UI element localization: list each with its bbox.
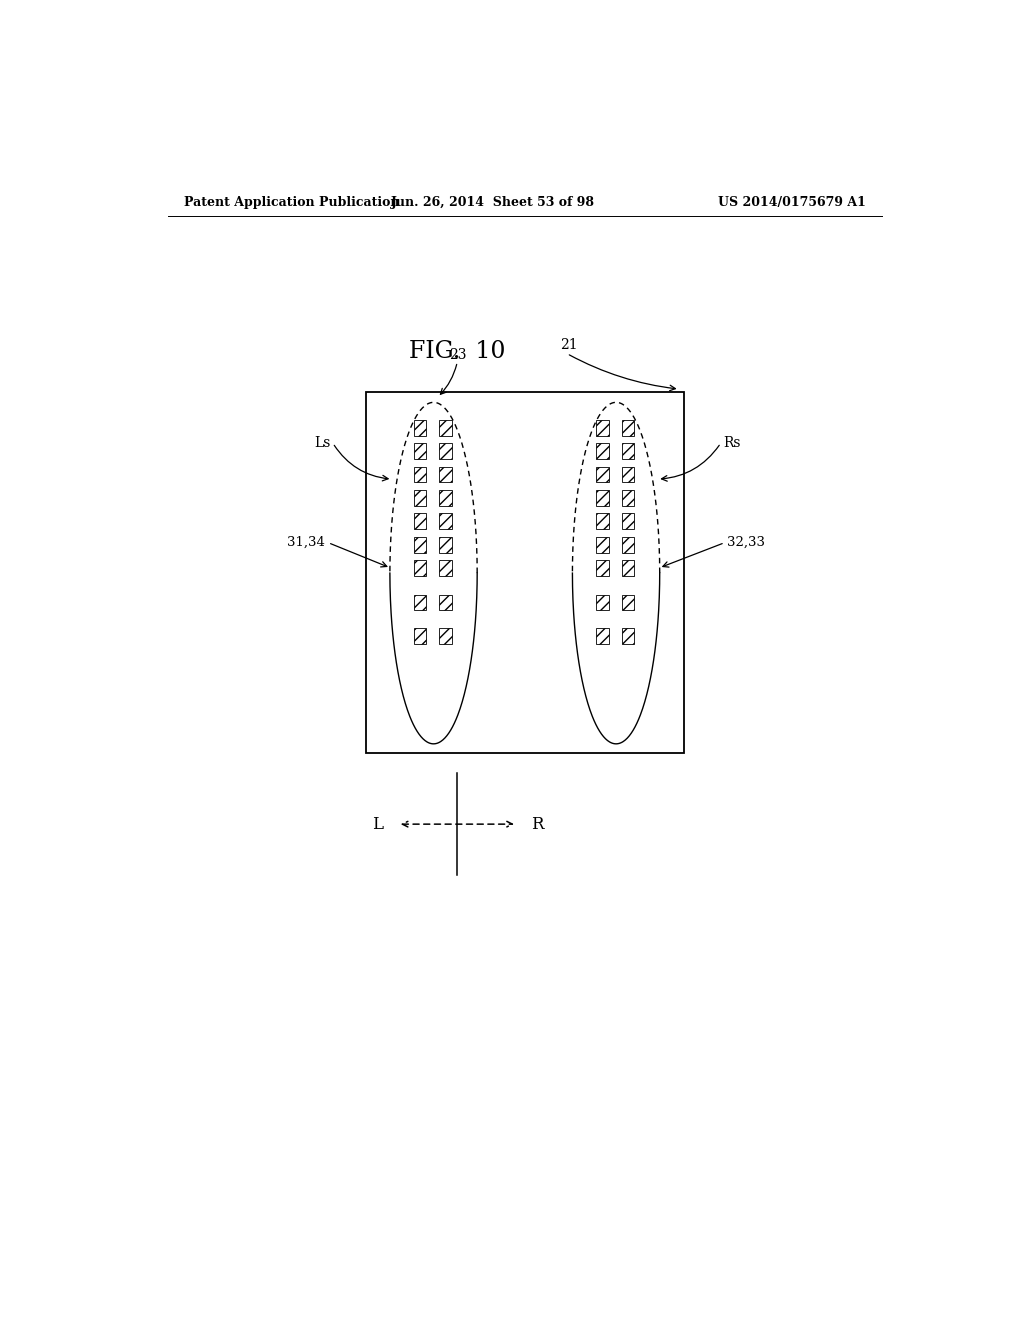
Bar (596, 595, 608, 610)
Bar (439, 628, 452, 644)
Bar (622, 420, 634, 436)
Bar (414, 595, 426, 610)
Bar (367, 392, 684, 752)
Bar (439, 490, 452, 506)
Bar (596, 490, 608, 506)
Bar (414, 537, 426, 553)
Bar (622, 537, 634, 553)
Bar (622, 444, 634, 459)
Bar (596, 628, 608, 644)
Bar (596, 467, 608, 482)
Bar (439, 420, 452, 436)
Bar (622, 595, 634, 610)
Bar (414, 467, 426, 482)
Text: 21: 21 (560, 338, 579, 351)
Text: 23: 23 (449, 347, 466, 362)
Bar (414, 490, 426, 506)
Bar (596, 420, 608, 436)
Bar (414, 513, 426, 529)
Bar (439, 444, 452, 459)
Text: Rs: Rs (723, 436, 740, 450)
Text: 32,33: 32,33 (727, 536, 765, 549)
Bar (414, 628, 426, 644)
Bar (596, 560, 608, 576)
Bar (439, 595, 452, 610)
Bar (622, 467, 634, 482)
Text: 31,34: 31,34 (287, 536, 325, 549)
Bar (596, 513, 608, 529)
Bar (596, 444, 608, 459)
Text: L: L (373, 816, 384, 833)
Bar (439, 537, 452, 553)
Bar (439, 513, 452, 529)
Bar (622, 628, 634, 644)
Bar (622, 513, 634, 529)
Bar (414, 444, 426, 459)
Text: Patent Application Publication: Patent Application Publication (183, 195, 399, 209)
Bar (439, 560, 452, 576)
Bar (439, 467, 452, 482)
Text: US 2014/0175679 A1: US 2014/0175679 A1 (718, 195, 866, 209)
Bar (596, 537, 608, 553)
Text: Jun. 26, 2014  Sheet 53 of 98: Jun. 26, 2014 Sheet 53 of 98 (391, 195, 595, 209)
Bar (414, 560, 426, 576)
Text: R: R (531, 816, 544, 833)
Text: FIG.  10: FIG. 10 (410, 341, 506, 363)
Bar (622, 490, 634, 506)
Bar (622, 560, 634, 576)
Text: Ls: Ls (314, 436, 331, 450)
Bar (414, 420, 426, 436)
